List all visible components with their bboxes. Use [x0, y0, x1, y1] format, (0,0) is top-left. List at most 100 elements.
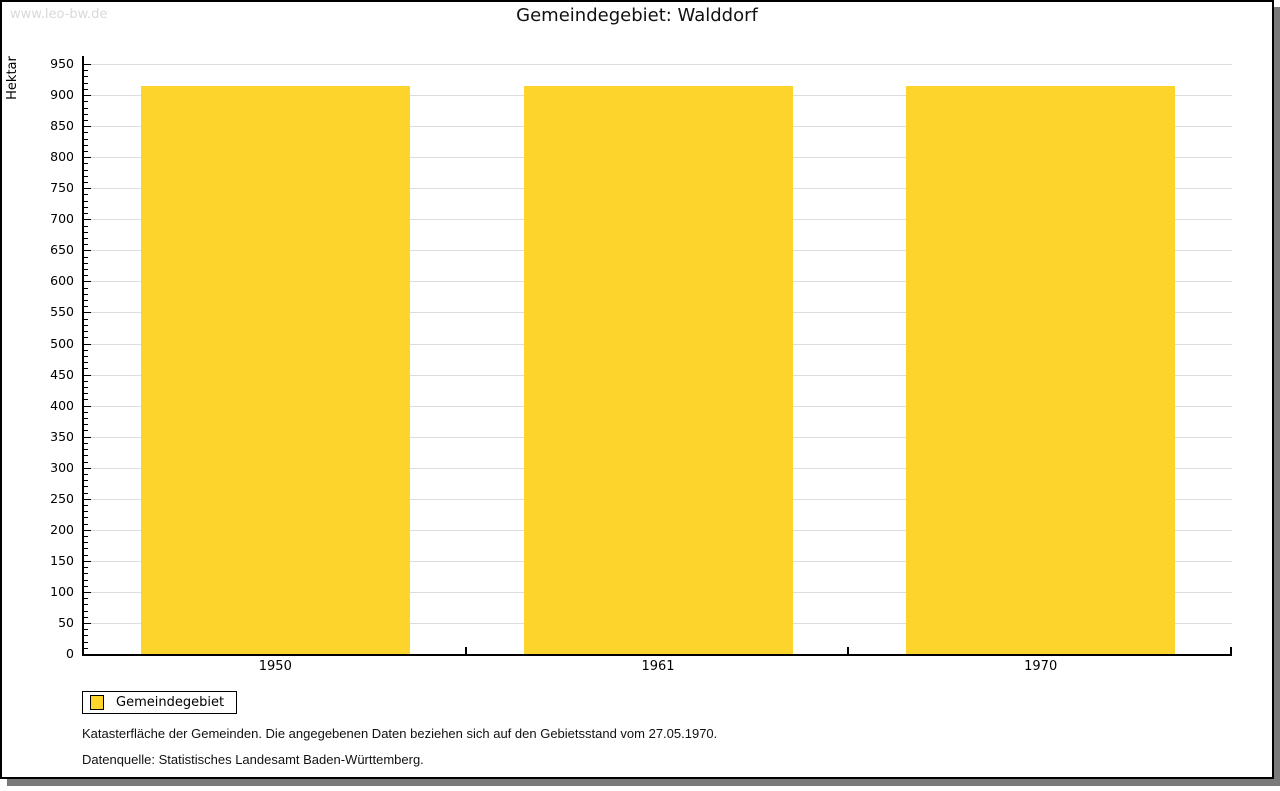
y-axis-minor-tick	[84, 150, 88, 152]
y-axis-minor-tick	[84, 213, 88, 215]
x-axis-tick	[464, 647, 467, 654]
y-tick-label: 800	[50, 149, 74, 165]
y-axis-minor-tick	[84, 380, 88, 382]
y-axis-minor-tick	[84, 101, 88, 103]
plot-area: 0 50 100 150 200 250 300 350 400 450 500 550 600 650 7…	[2, 2, 1272, 777]
y-axis-minor-tick	[84, 244, 88, 246]
y-axis-minor-tick	[84, 88, 88, 90]
x-tick-label: 1950	[258, 659, 292, 674]
y-axis-minor-tick	[84, 455, 88, 457]
y-tick-label: 950	[50, 56, 74, 71]
x-axis-tick	[847, 647, 850, 654]
bar	[906, 85, 1176, 654]
y-axis-minor-tick	[84, 275, 88, 277]
y-axis-minor-tick	[84, 393, 88, 395]
legend: Gemeindegebiet	[82, 691, 238, 714]
bar	[140, 85, 410, 654]
y-axis-minor-tick	[84, 225, 88, 227]
y-axis-minor-tick	[84, 616, 88, 618]
y-tick-label: 450	[50, 366, 74, 382]
y-axis-major-tick	[84, 250, 91, 252]
y-axis-major-tick	[84, 219, 91, 221]
y-axis-minor-tick	[84, 641, 88, 643]
y-axis-minor-tick	[84, 554, 88, 556]
y-axis-minor-tick	[84, 132, 88, 134]
y-axis-minor-tick	[84, 119, 88, 121]
y-axis-major-tick	[84, 95, 91, 97]
y-axis-minor-tick	[84, 107, 88, 109]
y-axis-minor-tick	[84, 287, 88, 289]
y-axis-major-tick	[84, 622, 91, 624]
y-axis-minor-tick	[84, 169, 88, 171]
y-axis-minor-tick	[84, 610, 88, 612]
footnote-line-1: Katasterfläche der Gemeinden. Die angege…	[82, 726, 718, 741]
gridline	[84, 64, 1232, 65]
y-axis-minor-tick	[84, 567, 88, 569]
y-axis-minor-tick	[84, 300, 88, 301]
y-axis-minor-tick	[84, 231, 88, 233]
y-axis-minor-tick	[84, 511, 88, 513]
y-tick-label: 0	[66, 646, 74, 661]
y-tick-label: 550	[50, 304, 74, 320]
legend-label: Gemeindegebiet	[116, 695, 225, 710]
y-tick-label: 200	[50, 521, 74, 537]
y-axis-minor-tick	[84, 306, 88, 308]
y-axis-minor-tick	[84, 461, 88, 463]
y-axis-minor-tick	[84, 504, 88, 506]
y-axis-major-tick	[84, 312, 91, 314]
y-tick-label: 400	[50, 397, 74, 413]
y-axis-major-tick	[84, 467, 91, 469]
y-axis-minor-tick	[84, 331, 88, 333]
y-axis-major-tick	[84, 281, 91, 283]
bar	[523, 85, 793, 654]
y-axis-minor-tick	[84, 598, 88, 600]
y-axis-minor-tick	[84, 256, 88, 258]
y-tick-label: 100	[50, 583, 74, 599]
y-axis-minor-tick	[84, 635, 88, 637]
y-axis-minor-tick	[84, 293, 88, 295]
y-tick-label: 300	[50, 459, 74, 475]
y-axis-major-tick	[84, 374, 91, 376]
legend-swatch	[90, 695, 104, 710]
y-tick-label: 250	[50, 490, 74, 506]
y-axis-minor-tick	[84, 604, 88, 606]
y-axis-minor-tick	[84, 268, 88, 270]
y-axis-minor-tick	[84, 492, 88, 494]
y-axis-minor-tick	[84, 70, 88, 72]
y-axis-minor-tick	[84, 523, 88, 525]
y-axis-minor-tick	[84, 411, 88, 413]
y-axis-minor-tick	[84, 442, 88, 444]
watermark: www.leo-bw.de	[10, 7, 108, 22]
y-axis-major-tick	[84, 405, 91, 407]
y-axis-minor-tick	[84, 585, 88, 587]
y-axis-minor-tick	[84, 629, 88, 631]
y-axis-minor-tick	[84, 76, 88, 78]
y-axis-line	[82, 56, 84, 656]
chart-title: Gemeindegebiet: Walddorf	[516, 5, 758, 26]
y-axis-minor-tick	[84, 399, 88, 401]
y-axis-minor-tick	[84, 163, 88, 165]
y-axis-minor-tick	[84, 324, 88, 326]
y-axis-minor-tick	[84, 355, 88, 357]
y-axis-minor-tick	[84, 337, 88, 339]
y-axis-minor-tick	[84, 424, 88, 426]
y-axis-minor-tick	[84, 542, 88, 544]
y-axis-minor-tick	[84, 647, 88, 649]
y-axis-major-tick	[84, 591, 91, 593]
x-tick-label: 1970	[1024, 659, 1058, 674]
y-axis-major-tick	[84, 343, 91, 345]
y-tick-label: 150	[50, 552, 74, 568]
y-axis-minor-tick	[84, 262, 88, 264]
y-axis-minor-tick	[84, 473, 88, 475]
y-axis-major-tick	[84, 436, 91, 438]
y-axis-minor-tick	[84, 517, 88, 519]
y-axis-minor-tick	[84, 237, 88, 239]
y-tick-label: 500	[50, 335, 74, 351]
y-axis-major-tick	[84, 188, 91, 190]
x-tick-label: 1961	[641, 659, 675, 674]
y-tick-label: 650	[50, 242, 74, 258]
y-axis-minor-tick	[84, 368, 88, 370]
y-axis-minor-tick	[84, 349, 88, 351]
y-axis-major-tick	[84, 498, 91, 500]
